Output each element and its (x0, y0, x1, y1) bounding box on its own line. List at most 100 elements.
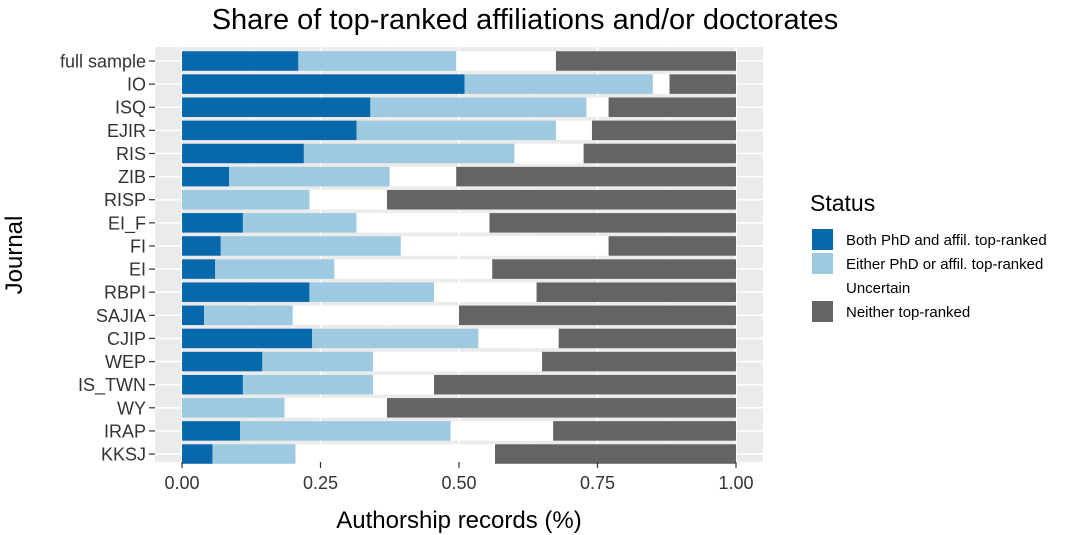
bar-segment-2 (373, 374, 435, 395)
bar-segment-1 (356, 120, 556, 141)
bar-segment-3 (542, 351, 736, 372)
legend-key-1 (812, 253, 833, 274)
bar-segment-2 (400, 236, 609, 256)
bar-segment-0 (182, 421, 241, 441)
bar-segment-1 (240, 421, 451, 441)
y-tick-label: RIS (116, 144, 146, 164)
legend-items: Both PhD and affil. top-ranked Either PhD… (812, 229, 1047, 322)
bar-segment-2 (652, 74, 670, 94)
y-tick-label: IO (127, 75, 146, 95)
bar-segment-2 (309, 189, 387, 210)
bar-segment-1 (212, 444, 296, 464)
y-tick-label: WY (117, 398, 146, 418)
legend-label: Neither top-ranked (846, 304, 970, 321)
bar-segment-2 (373, 351, 543, 372)
bar-segment-3 (489, 213, 736, 233)
bar-segment-3 (608, 236, 736, 256)
bar-segment-3 (608, 97, 736, 117)
bar-segment-0 (182, 166, 230, 187)
bars (182, 51, 736, 464)
bar-segment-1 (298, 51, 457, 71)
y-tick-label: FI (130, 236, 146, 256)
bar-segment-2 (514, 143, 584, 164)
bar-segment-1 (182, 189, 310, 210)
y-tick-label: CJIP (107, 329, 146, 349)
bar-segment-3 (555, 51, 736, 71)
y-tick-label: WEP (105, 352, 146, 372)
y-tick-label: IS_TWN (78, 375, 146, 396)
bar-segment-1 (312, 328, 479, 349)
bar-segment-3 (434, 374, 736, 395)
y-tick-label: ISQ (115, 98, 146, 118)
bar-segment-2 (334, 259, 493, 279)
bar-segment-0 (182, 51, 299, 71)
y-axis-title: Journal (1, 216, 28, 295)
bar-segment-3 (459, 305, 736, 326)
legend: Status Both PhD and affil. top-ranked Eit… (810, 190, 1047, 322)
bar-segment-1 (303, 143, 515, 164)
bar-segment-2 (478, 328, 559, 349)
bar-segment-3 (386, 398, 736, 418)
bar-segment-3 (492, 259, 736, 279)
bar-segment-1 (464, 74, 653, 94)
bar-segment-3 (669, 74, 736, 94)
y-tick-label: RBPI (104, 283, 146, 303)
y-tick-label: EJIR (107, 121, 146, 141)
bar-segment-0 (182, 328, 313, 349)
bar-segment-3 (583, 143, 736, 164)
bar-segment-1 (220, 236, 401, 256)
bar-segment-0 (182, 351, 263, 372)
bar-segment-3 (591, 120, 736, 141)
bar-segment-1 (309, 282, 435, 302)
bar-segment-1 (242, 213, 357, 233)
bar-segment-2 (586, 97, 609, 117)
x-tick-label: 0.50 (441, 473, 476, 493)
bar-segment-3 (558, 328, 736, 349)
legend-label: Both PhD and affil. top-ranked (846, 232, 1047, 249)
y-tick-label: EI_F (108, 213, 146, 234)
x-tick-labels: 0.00 0.25 0.50 0.75 1.00 (164, 462, 754, 493)
bar-segment-2 (434, 282, 537, 302)
bar-segment-0 (182, 74, 465, 94)
bar-segment-2 (555, 120, 592, 141)
bar-segment-1 (242, 374, 374, 395)
y-tick-label: SAJIA (96, 306, 146, 326)
bar-segment-2 (389, 166, 457, 187)
bar-segment-0 (182, 236, 221, 256)
bar-segment-1 (370, 97, 587, 117)
bar-segment-2 (456, 51, 556, 71)
bar-segment-0 (182, 143, 304, 164)
bar-segment-2 (356, 213, 490, 233)
bar-segment-2 (450, 421, 554, 441)
bar-segment-2 (292, 305, 459, 326)
bar-segment-2 (295, 444, 496, 464)
bar-segment-0 (182, 305, 205, 326)
legend-label: Uncertain (846, 280, 910, 297)
bar-segment-0 (182, 120, 357, 141)
bar-segment-0 (182, 444, 213, 464)
y-tick-label: full sample (60, 52, 146, 72)
x-tick-label: 0.25 (303, 473, 338, 493)
x-tick-label: 0.00 (164, 473, 199, 493)
legend-label: Either PhD or affil. top-ranked (846, 256, 1043, 273)
bar-segment-2 (284, 398, 387, 418)
legend-key-3 (812, 301, 833, 322)
chart-title: Share of top-ranked affiliations and/or … (212, 4, 839, 36)
y-tick-label: IRAP (104, 421, 146, 441)
y-tick-labels: full sample IO ISQ EJIR RIS ZIB RISP EI_FFI EI RB… (60, 52, 155, 465)
bar-segment-0 (182, 97, 371, 117)
bar-segment-0 (182, 282, 310, 302)
legend-key-2 (812, 277, 833, 298)
bar-segment-0 (182, 259, 216, 279)
y-tick-label: EI (129, 260, 146, 280)
bar-segment-1 (262, 351, 374, 372)
x-tick-label: 0.75 (580, 473, 615, 493)
x-tick-label: 1.00 (718, 473, 753, 493)
y-tick-label: ZIB (118, 167, 146, 187)
bar-segment-0 (182, 213, 243, 233)
bar-segment-1 (215, 259, 335, 279)
bar-segment-1 (204, 305, 293, 326)
legend-key-0 (812, 229, 833, 250)
bar-segment-3 (536, 282, 736, 302)
